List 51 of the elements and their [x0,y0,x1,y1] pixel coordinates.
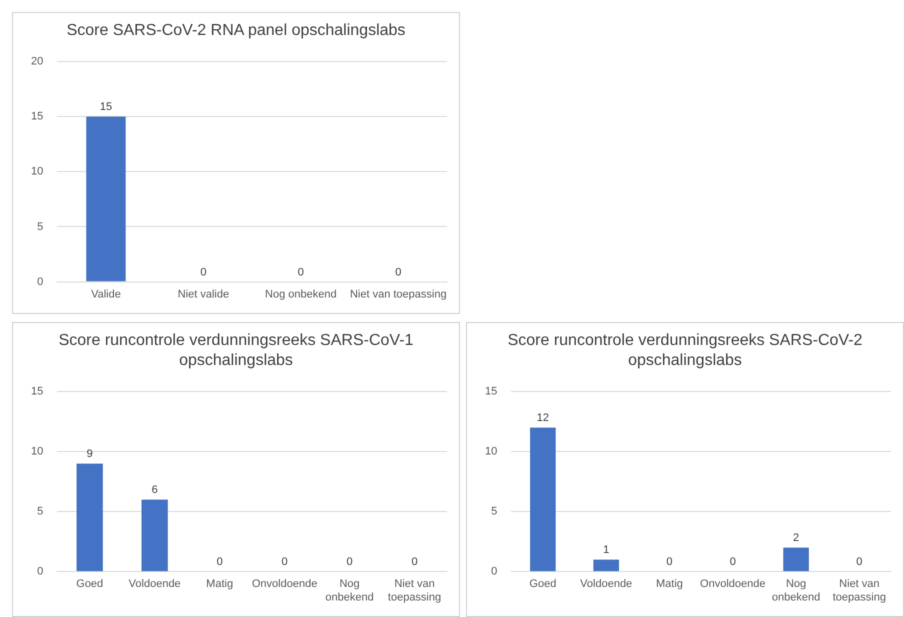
data-label: 0 [346,556,353,568]
data-label: 1 [603,544,610,556]
x-tick-label: Goed [529,578,556,590]
x-tick-label: Onvoldoende [252,578,318,590]
y-tick-label: 10 [484,446,498,458]
y-tick-label: 5 [37,506,44,518]
chart-title: Score SARS-CoV-2 RNA panel opschalingslabs [66,21,406,41]
chart-title: Score runcontrole verdunningsreeks SARS-CoV-1 opschalingslabs [58,331,414,371]
x-tick-label: Niet van toepassing [388,578,442,604]
data-label: 0 [666,556,673,568]
bar [593,560,619,572]
x-tick-label: Nog onbekend [265,288,337,300]
bar [530,428,556,572]
data-label: 9 [86,448,93,460]
x-tick-label: Voldoende [580,578,632,590]
y-tick-label: 15 [484,386,498,398]
data-label: 0 [856,556,862,568]
x-tick-label: Onvoldoende [700,578,766,590]
data-label: 12 [536,412,550,424]
y-tick-label: 10 [30,166,44,178]
x-tick-label: Matig [656,578,683,590]
data-label: 0 [730,556,736,568]
x-tick-label: Goed [76,578,104,590]
x-tick-label: Niet van toepassing [350,288,447,300]
x-tick-label: Nog onbekend [325,578,374,604]
x-tick-label: Niet van toepassing [832,578,886,604]
data-label: 0 [282,556,288,568]
data-label: 2 [792,532,800,544]
x-tick-label: Voldoende [128,578,181,590]
y-tick-label: 20 [30,56,44,68]
y-tick-label: 0 [491,566,498,578]
y-tick-label: 10 [30,446,44,458]
y-tick-label: 5 [37,220,44,233]
data-label: 0 [395,266,402,278]
bar [783,548,809,572]
x-tick-label: Matig [206,578,234,590]
y-tick-label: 0 [37,566,44,578]
data-label: 0 [200,266,206,278]
chart-title: Score runcontrole verdunningsreeks SARS-CoV-2 opschalingslabs [506,331,864,371]
y-tick-label: 0 [37,276,44,288]
x-tick-label: Valide [91,288,121,300]
data-label: 0 [411,556,418,568]
data-label: 15 [100,101,112,114]
x-tick-label: Niet valide [178,288,230,300]
data-label: 0 [298,266,304,278]
data-label: 6 [152,484,158,496]
y-tick-label: 15 [30,386,44,398]
x-tick-label: Nog onbekend [772,578,820,604]
y-tick-label: 5 [491,506,498,518]
data-label: 0 [216,556,223,568]
y-tick-label: 15 [30,110,44,123]
